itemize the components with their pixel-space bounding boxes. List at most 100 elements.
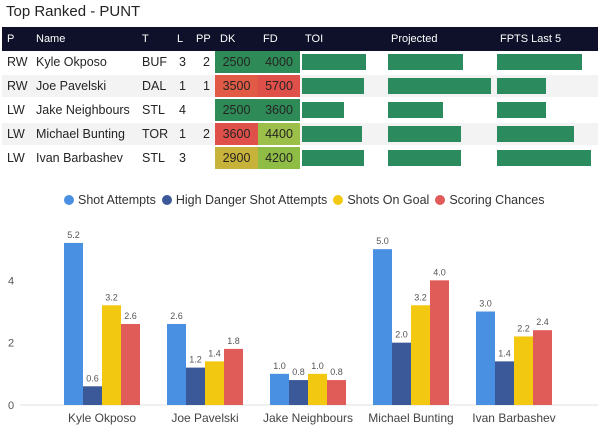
cell-position: LW <box>2 98 31 123</box>
bar[interactable] <box>476 311 495 406</box>
data-label: 2.4 <box>536 317 549 327</box>
data-label: 2.6 <box>170 311 183 321</box>
page-title: Top Ranked - PUNT <box>6 3 141 20</box>
cell-projected-bar <box>386 122 495 147</box>
cell-toi-bar <box>300 122 386 147</box>
fpts-last-5-bar <box>497 78 546 94</box>
bar[interactable] <box>64 242 83 405</box>
cell-dk-salary: 3600 <box>215 122 258 147</box>
column-header-team[interactable]: T <box>137 27 172 51</box>
column-header-fpts-last-5[interactable]: FPTS Last 5 <box>495 27 598 51</box>
cell-dk-salary: 2900 <box>215 146 258 171</box>
cell-position: RW <box>2 51 31 75</box>
column-header-name[interactable]: Name <box>31 27 137 51</box>
bar[interactable] <box>289 380 308 405</box>
table-row: LW Ivan Barbashev STL 3 2900 4200 <box>2 146 598 171</box>
legend-marker <box>161 195 172 205</box>
bar[interactable] <box>186 367 205 405</box>
cell-power-play <box>191 98 215 123</box>
bar[interactable] <box>308 373 327 405</box>
cell-dk-salary: 2500 <box>215 51 258 75</box>
legend-item[interactable]: Scoring Chances <box>435 193 545 207</box>
column-header-line[interactable]: L <box>172 27 191 51</box>
cell-player-name: Kyle Okposo <box>31 51 137 75</box>
bar[interactable] <box>392 342 411 405</box>
cell-fpts-last-5-bar <box>495 74 598 99</box>
legend-marker <box>64 195 74 205</box>
bar[interactable] <box>167 323 186 405</box>
legend-item[interactable]: High Danger Shot Attempts <box>161 193 328 207</box>
x-tick-label: Ivan Barbashev <box>472 411 555 425</box>
cell-power-play <box>191 146 215 171</box>
data-label: 4.0 <box>433 267 446 277</box>
y-tick-label: 4 <box>8 275 14 287</box>
cell-line: 3 <box>172 51 191 75</box>
cell-line: 1 <box>172 122 191 147</box>
bar-chart: 0 2 4 5.2 0.6 3.2 2.6 Kyle Okposo 2.6 1.2 1.4 1.8 Jo… <box>8 230 598 425</box>
cell-projected-bar <box>386 51 495 75</box>
bar[interactable] <box>205 361 224 405</box>
bar[interactable] <box>121 323 140 405</box>
bar[interactable] <box>514 336 533 405</box>
legend-item[interactable]: Shot Attempts <box>64 193 156 207</box>
column-header-toi[interactable]: TOI <box>300 27 386 51</box>
table-row: RW Joe Pavelski DAL 1 1 3500 5700 <box>2 74 598 99</box>
cell-power-play: 1 <box>191 74 215 99</box>
legend-label: High Danger Shot Attempts <box>175 193 328 207</box>
cell-fpts-last-5-bar <box>495 51 598 75</box>
column-header-projected[interactable]: Projected <box>386 27 495 51</box>
data-label: 1.4 <box>498 348 511 358</box>
cell-fd-salary: 3600 <box>258 98 300 123</box>
legend-label: Shots On Goal <box>347 193 430 207</box>
x-tick-label: Kyle Okposo <box>68 411 136 425</box>
cell-player-name: Ivan Barbashev <box>31 146 137 171</box>
data-label: 3.2 <box>414 292 427 302</box>
projected-bar <box>388 54 464 70</box>
column-header-p[interactable]: P <box>2 27 31 51</box>
bar[interactable] <box>495 361 514 405</box>
fpts-last-5-bar <box>497 150 592 166</box>
cell-position: LW <box>2 122 31 147</box>
data-label: 5.2 <box>67 230 80 240</box>
cell-team: STL <box>137 98 172 123</box>
y-tick-label: 2 <box>8 338 14 350</box>
legend-item[interactable]: Shots On Goal <box>333 193 429 207</box>
toi-bar <box>302 126 362 142</box>
bar[interactable] <box>430 280 449 405</box>
cell-team: TOR <box>137 122 172 147</box>
toi-bar <box>302 150 364 166</box>
ranking-table: P Name T L PP DK FD TOI Projected FPTS L… <box>2 27 598 171</box>
bar[interactable] <box>411 305 430 405</box>
cell-fpts-last-5-bar <box>495 146 598 171</box>
data-label: 3.0 <box>479 299 492 309</box>
bar[interactable] <box>102 305 121 405</box>
bar[interactable] <box>270 373 289 405</box>
bar[interactable] <box>83 386 102 405</box>
cell-fd-salary: 5700 <box>258 74 300 99</box>
toi-bar <box>302 54 366 70</box>
cell-player-name: Joe Pavelski <box>31 74 137 99</box>
column-header-dk[interactable]: DK <box>215 27 258 51</box>
data-label: 1.0 <box>311 361 324 371</box>
column-header-fd[interactable]: FD <box>258 27 300 51</box>
table-row: LW Michael Bunting TOR 1 2 3600 4400 <box>2 122 598 147</box>
projected-bar <box>388 126 462 142</box>
cell-player-name: Michael Bunting <box>31 122 137 147</box>
data-label: 0.6 <box>86 373 99 383</box>
table-row: RW Kyle Okposo BUF 3 2 2500 4000 <box>2 51 598 75</box>
bar[interactable] <box>327 380 346 405</box>
bar[interactable] <box>373 249 392 405</box>
cell-line: 4 <box>172 98 191 123</box>
x-tick-label: Joe Pavelski <box>171 411 238 425</box>
cell-toi-bar <box>300 74 386 99</box>
legend-label: Shot Attempts <box>78 193 156 207</box>
data-label: 1.4 <box>208 348 221 358</box>
cell-dk-salary: 2500 <box>215 98 258 123</box>
bar[interactable] <box>533 330 552 405</box>
data-label: 3.2 <box>105 292 118 302</box>
cell-team: DAL <box>137 74 172 99</box>
chart-legend: Shot Attempts High Danger Shot Attempts Sh… <box>64 193 545 207</box>
column-header-pp[interactable]: PP <box>191 27 215 51</box>
legend-label: Scoring Chances <box>449 193 545 207</box>
bar[interactable] <box>224 348 243 405</box>
